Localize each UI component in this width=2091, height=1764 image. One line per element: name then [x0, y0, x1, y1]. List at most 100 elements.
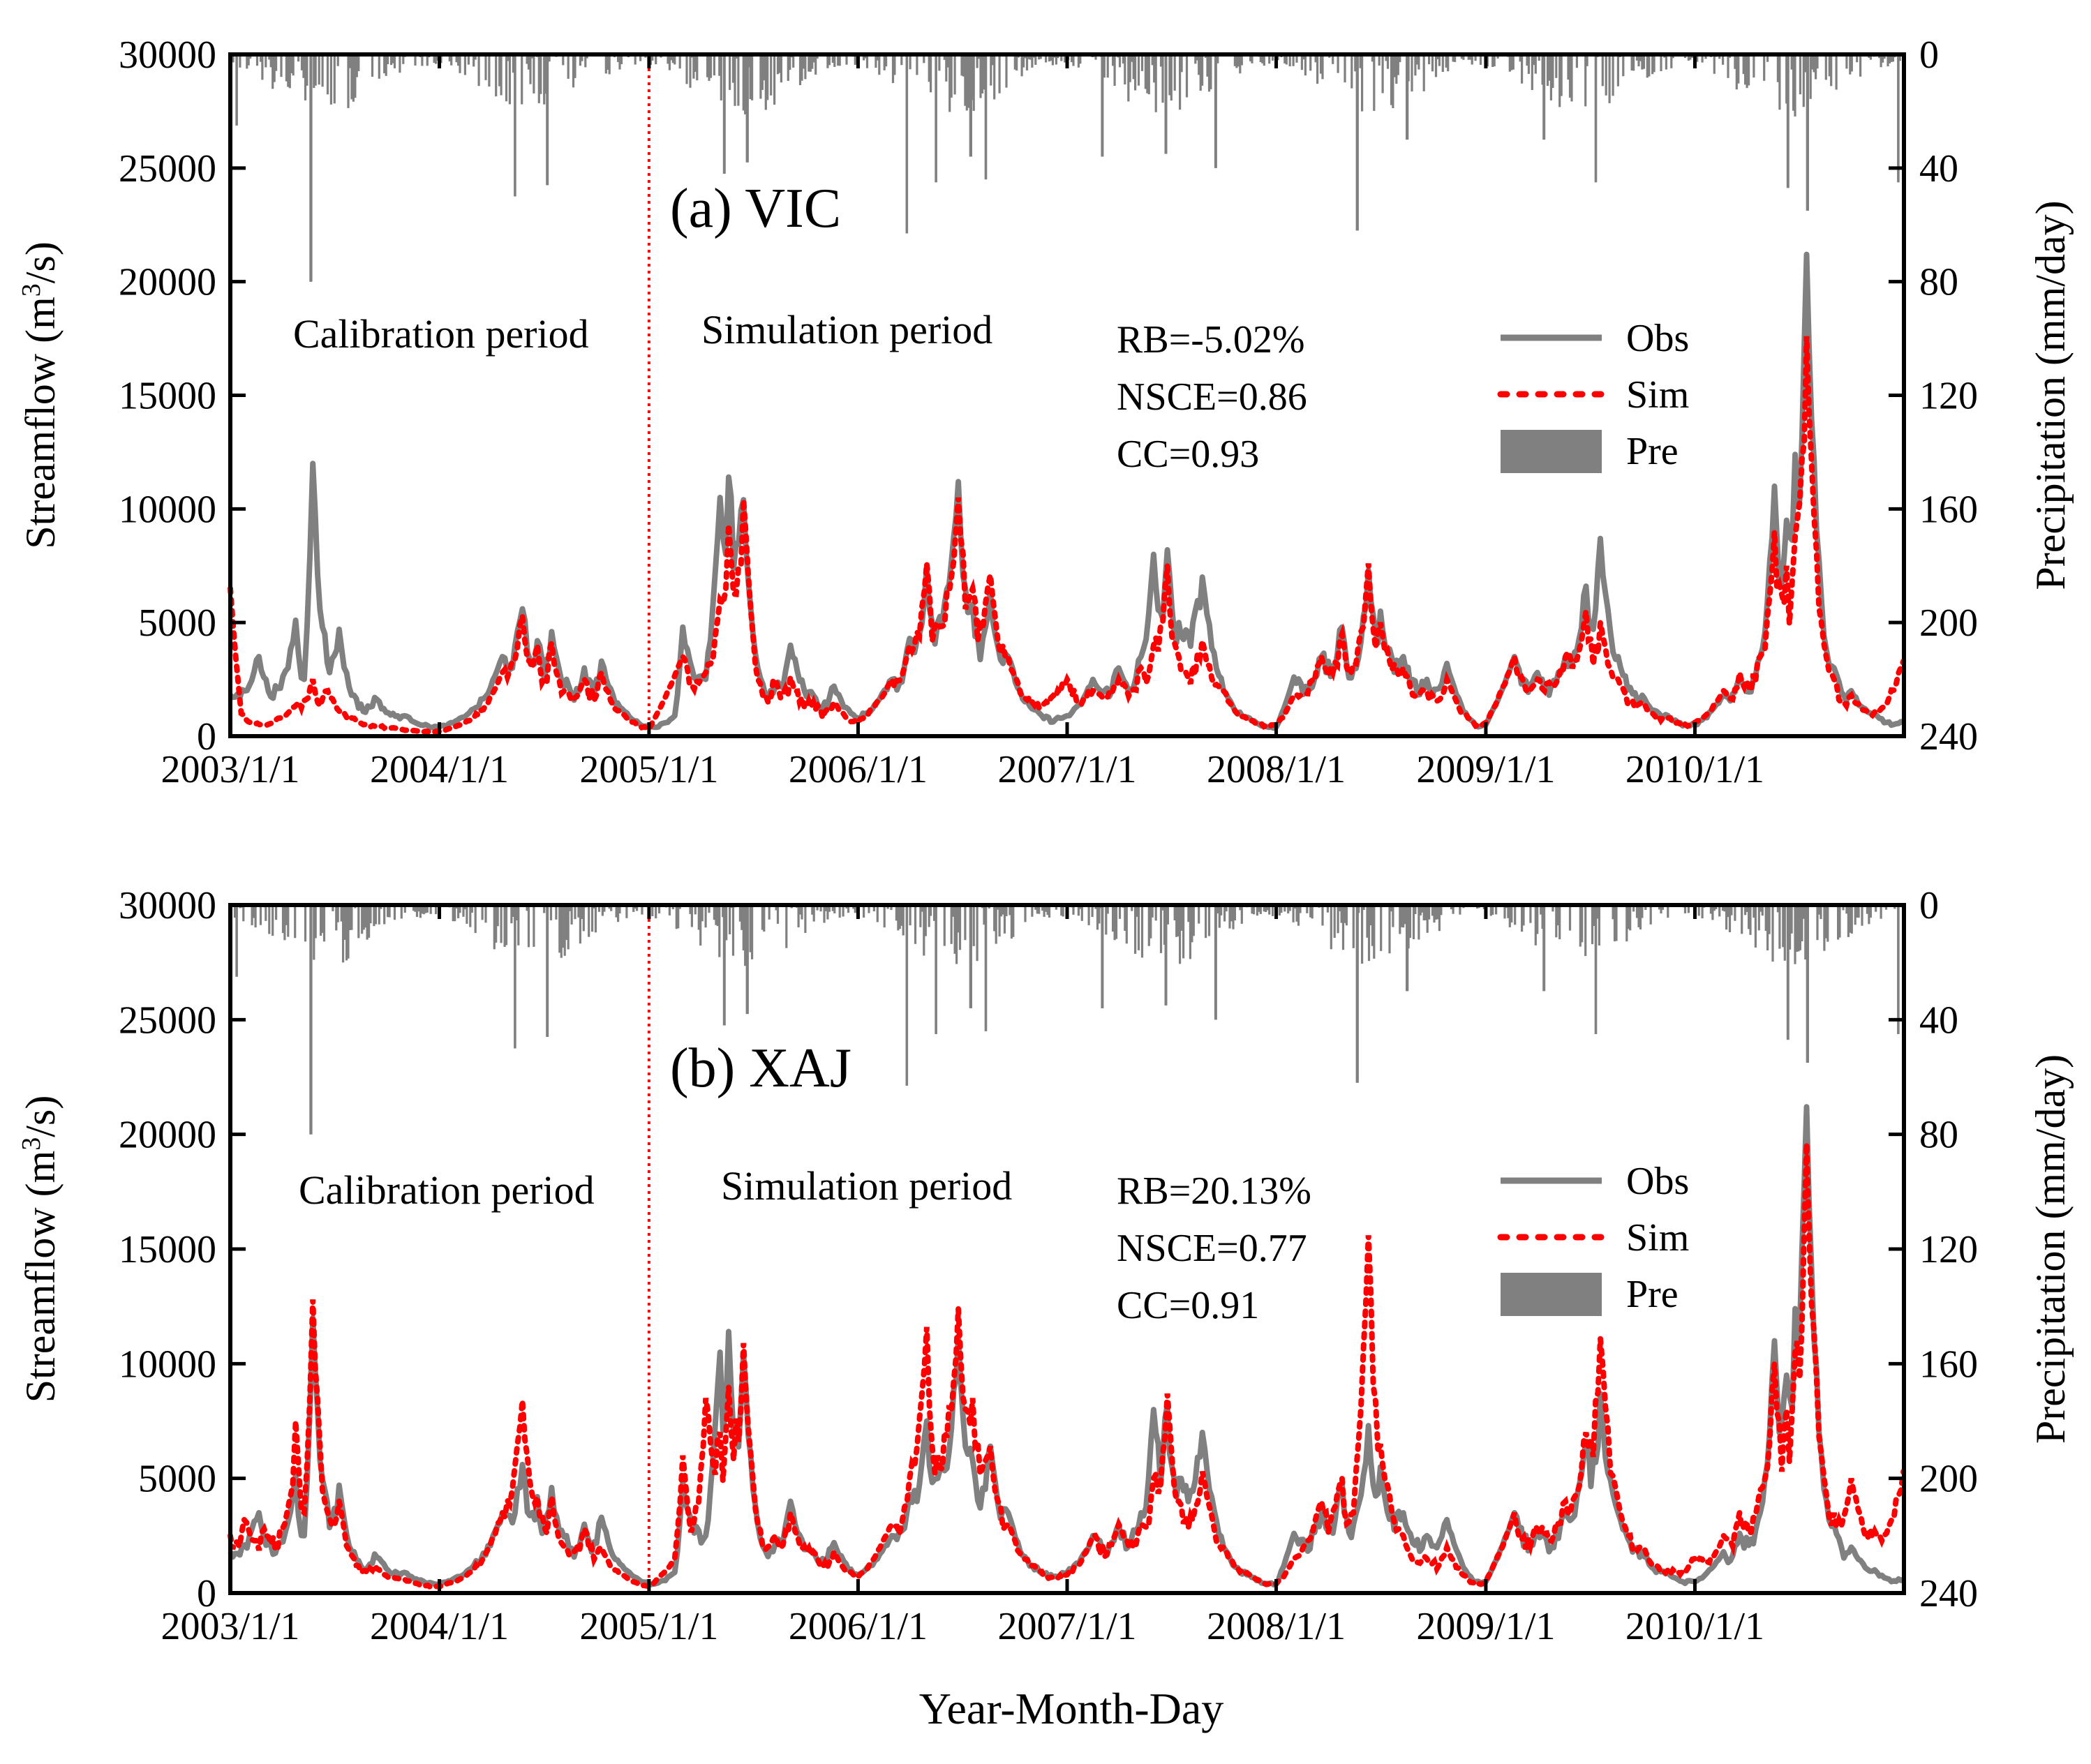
precipitation-bar: [1718, 905, 1721, 917]
precipitation-bar: [1258, 905, 1260, 912]
precipitation-bar: [1438, 54, 1441, 66]
y2-tick-label: 160: [1919, 1343, 1978, 1386]
precipitation-bar: [1295, 54, 1298, 63]
precipitation-bar: [235, 54, 238, 126]
precipitation-bar: [1857, 905, 1860, 918]
y-tick-label: 30000: [119, 884, 216, 927]
precipitation-bar: [259, 54, 262, 62]
precipitation-bar: [798, 905, 802, 915]
y-tick-label: 10000: [119, 1343, 216, 1386]
y-tick-label: 20000: [119, 261, 216, 304]
precipitation-bar: [371, 54, 374, 77]
precipitation-bar: [1300, 54, 1303, 70]
precipitation-bar: [1249, 54, 1252, 61]
precipitation-bar: [1012, 905, 1015, 937]
precipitation-bar: [517, 905, 520, 945]
precipitation-bar: [555, 905, 558, 920]
precipitation-bar: [1031, 905, 1034, 917]
precipitation-bar: [1415, 54, 1418, 65]
precipitation-bar: [318, 54, 320, 85]
precipitation-bar: [1131, 54, 1133, 62]
precipitation-bar: [414, 54, 417, 66]
precipitation-bar: [651, 905, 654, 916]
precipitation-bar: [976, 54, 978, 68]
precipitation-bar: [329, 54, 332, 105]
precipitation-bar: [610, 905, 613, 911]
precipitation-bar: [1629, 905, 1632, 931]
precipitation-bar: [671, 905, 674, 910]
precipitation-bar: [1230, 905, 1233, 922]
precipitation-bar: [1239, 905, 1242, 911]
precipitation-bar: [1177, 905, 1180, 936]
precipitation-bar: [1187, 905, 1190, 922]
precipitation-bar: [1887, 54, 1889, 67]
precipitation-bar: [865, 54, 869, 68]
precipitation-bar: [1723, 905, 1726, 912]
precipitation-bar: [239, 54, 241, 68]
precipitation-bar: [233, 905, 237, 918]
precipitation-bar: [715, 905, 717, 925]
precipitation-bar: [838, 54, 841, 66]
precipitation-bar: [1605, 54, 1607, 96]
precipitation-bar: [1220, 905, 1223, 915]
precipitation-bar: [1581, 905, 1584, 943]
precipitation-bar: [1882, 54, 1884, 63]
precipitation-bar: [533, 54, 535, 94]
legend-pre-label: Pre: [1626, 1273, 1679, 1316]
precipitation-bar: [1098, 905, 1101, 924]
precipitation-bar: [1079, 54, 1082, 64]
precipitation-bar: [1251, 905, 1253, 914]
precipitation-bar: [1051, 54, 1054, 66]
precipitation-bar: [876, 905, 879, 922]
precipitation-bar: [655, 905, 657, 919]
precipitation-bar: [1151, 54, 1154, 66]
precipitation-bar: [1094, 54, 1097, 60]
precipitation-bar: [290, 54, 293, 73]
precipitation-bar: [340, 905, 343, 922]
precipitation-bar: [393, 905, 396, 920]
precipitation-bar: [297, 54, 300, 62]
precipitation-bar: [804, 54, 807, 80]
precipitation-bar: [271, 905, 274, 936]
precipitation-bar: [1223, 905, 1226, 922]
precipitation-bar: [1627, 905, 1630, 929]
precipitation-bar: [1020, 54, 1023, 77]
y2-tick-label: 40: [1919, 147, 1958, 190]
precipitation-bar: [1361, 905, 1364, 964]
precipitation-bar: [347, 54, 350, 108]
precipitation-bar: [713, 905, 715, 920]
precipitation-bar: [797, 905, 800, 927]
precipitation-bar: [1718, 54, 1721, 59]
precipitation-bar: [1388, 905, 1391, 954]
precipitation-bar: [761, 905, 764, 930]
precipitation-bar: [373, 905, 375, 927]
precipitation-bar: [1261, 54, 1264, 63]
precipitation-bar: [1749, 905, 1752, 935]
precipitation-bar: [826, 905, 829, 920]
precipitation-bar: [1149, 905, 1152, 939]
x-tick-label: 2007/1/1: [997, 748, 1136, 791]
precipitation-bar: [558, 905, 561, 953]
precipitation-bar: [763, 905, 766, 932]
precipitation-bar: [1297, 905, 1300, 926]
precipitation-bar: [990, 54, 992, 86]
precipitation-bar: [819, 905, 822, 912]
precipitation-bar: [275, 905, 278, 920]
precipitation-bar: [1256, 905, 1258, 916]
precipitation-bar: [1161, 905, 1164, 911]
precipitation-bar: [722, 905, 726, 1026]
precipitation-bar: [1041, 905, 1044, 911]
precipitation-bar: [833, 54, 836, 67]
precipitation-bar: [1373, 54, 1376, 111]
precipitation-bar: [902, 905, 905, 936]
precipitation-bar: [965, 54, 968, 111]
precipitation-bar: [1658, 905, 1661, 910]
precipitation-bar: [1891, 54, 1894, 62]
precipitation-bar: [1390, 905, 1393, 912]
precipitation-bar: [474, 905, 477, 934]
precipitation-bar: [979, 54, 982, 98]
precipitation-bar: [285, 905, 288, 925]
precipitation-bar: [718, 905, 721, 957]
precipitation-bar: [685, 54, 688, 84]
precipitation-bar: [1689, 54, 1692, 60]
